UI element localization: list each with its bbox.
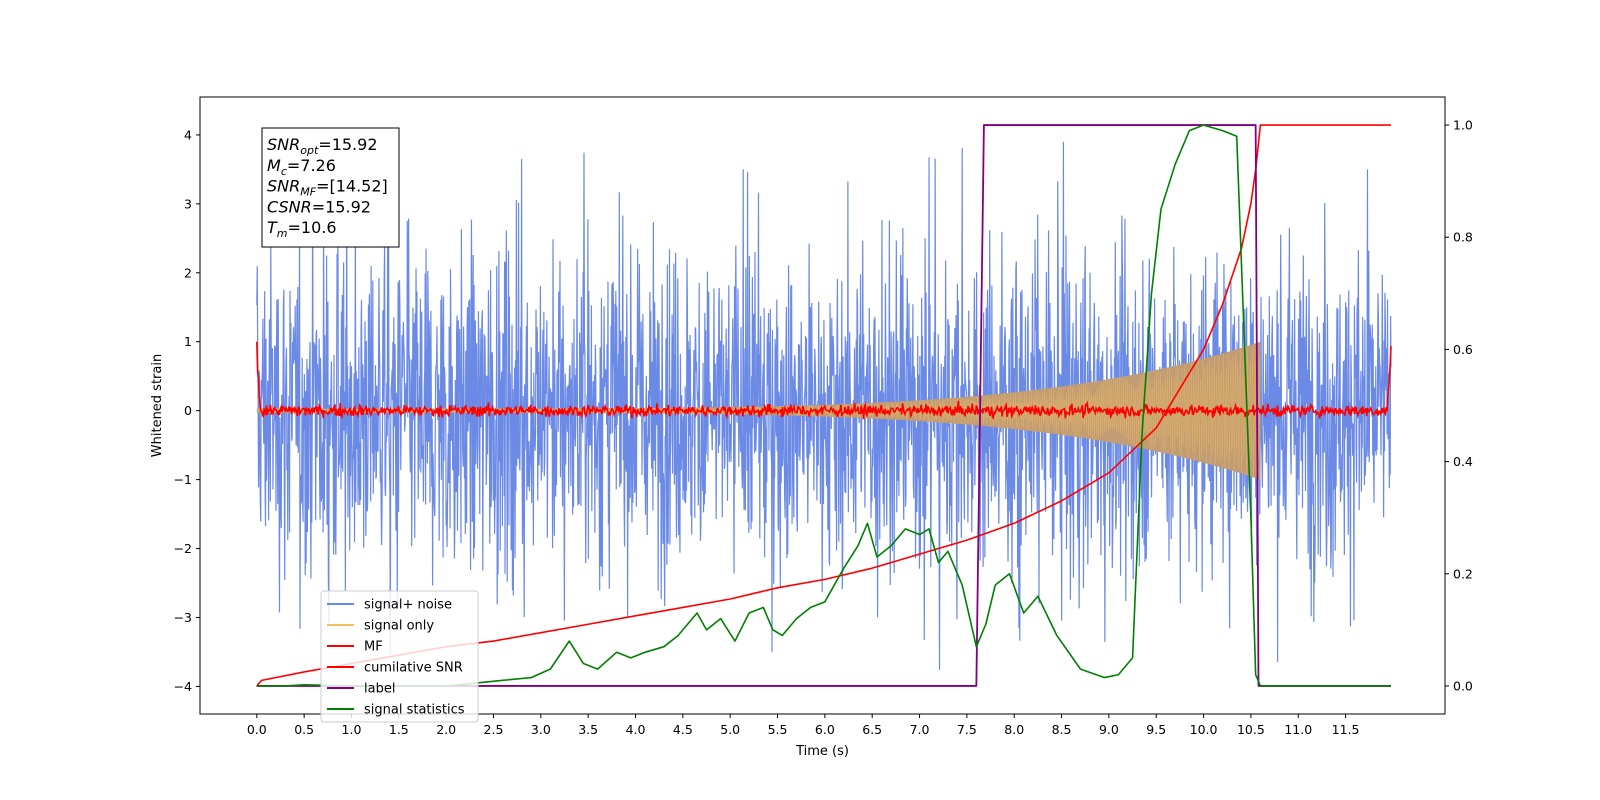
x-tick-label: 9.0	[1099, 722, 1119, 737]
x-tick-label: 0.5	[294, 722, 314, 737]
x-tick-label: 8.5	[1052, 722, 1072, 737]
annotation-symbol: M	[267, 156, 281, 175]
y-tick-label: −2	[174, 541, 192, 556]
y-tick-label: −4	[174, 679, 192, 694]
y-tick-label: 4	[184, 127, 192, 142]
x-tick-label: 11.5	[1332, 722, 1360, 737]
annotation-line: Tm=10.6	[267, 218, 337, 240]
x-tick-label: 5.0	[720, 722, 740, 737]
annotation-value: =15.92	[312, 197, 371, 216]
plot-area	[256, 124, 1392, 687]
annotation-line: SNRopt=15.92	[267, 135, 378, 157]
y2-tick-label: 0.8	[1453, 230, 1473, 245]
x-tick-label: 11.0	[1284, 722, 1312, 737]
x-tick-label: 8.0	[1004, 722, 1024, 737]
series-signal-statistics-line	[256, 124, 1392, 687]
legend-label: signal only	[364, 619, 434, 634]
annotation-subscript: c	[281, 165, 287, 178]
annotation-subscript: m	[277, 227, 288, 240]
legend-label: MF	[364, 640, 383, 655]
x-tick-label: 6.5	[862, 722, 882, 737]
x-tick-label: 2.5	[484, 722, 504, 737]
y2-tick-label: 0.6	[1453, 342, 1473, 357]
annotation-symbol: SNR	[267, 135, 300, 154]
series-signal-noise-line	[256, 141, 1392, 670]
legend-label: signal statistics	[364, 703, 465, 718]
y-tick-label: −3	[174, 610, 192, 625]
x-tick-label: 4.5	[673, 722, 693, 737]
y-tick-label: 3	[184, 196, 192, 211]
annotation-value: =[14.52]	[316, 177, 388, 196]
x-tick-label: 6.0	[815, 722, 835, 737]
annotation-line: CSNR=15.92	[267, 197, 371, 216]
y-tick-label: 2	[184, 265, 192, 280]
y-tick-label: 1	[184, 334, 192, 349]
y2-tick-label: 1.0	[1453, 118, 1473, 133]
x-tick-label: 7.5	[957, 722, 977, 737]
x-tick-label: 2.0	[436, 722, 456, 737]
annotation-line: SNRMF=[14.52]	[267, 177, 388, 199]
y-tick-label: 0	[184, 403, 192, 418]
annotation-frame	[261, 127, 400, 248]
series-mf-line	[256, 341, 1392, 420]
plot-frame	[199, 96, 1446, 715]
legend-label: cumilative SNR	[364, 661, 463, 676]
x-tick-label: 1.0	[342, 722, 362, 737]
y2-tick-label: 0.4	[1453, 454, 1473, 469]
annotation-subscript: MF	[300, 186, 316, 199]
x-axis-label: Time (s)	[795, 744, 849, 759]
legend-label: signal+ noise	[364, 598, 452, 613]
axes: 0.0 0.5 1.0 1.5 2.0 2.5 3.0 3.5 4.0 4.5 5.0 5.5 6.0 6…	[150, 96, 1473, 759]
annotation-symbol: CSNR	[267, 197, 312, 216]
x-tick-label: 3.0	[531, 722, 551, 737]
x-tick-label: 5.5	[768, 722, 788, 737]
y-tick-label: −1	[174, 472, 192, 487]
annotation-symbol: T	[267, 218, 278, 237]
annotation-symbol: SNR	[267, 177, 300, 196]
x-tick-label: 9.5	[1146, 722, 1166, 737]
x-tick-label: 10.0	[1190, 722, 1218, 737]
y2-tick-label: 0.0	[1453, 678, 1473, 693]
x-tick-label: 7.0	[910, 722, 930, 737]
y-axis-label: Whitened strain	[150, 354, 165, 457]
annotation-subscript: opt	[300, 144, 319, 157]
x-tick-label: 0.0	[247, 722, 267, 737]
annotation-value: =10.6	[288, 218, 337, 237]
annotation-box: SNRopt=15.92Mc=7.26SNRMF=[14.52]CSNR=15.…	[261, 127, 400, 248]
annotation-line: Mc=7.26	[267, 156, 336, 178]
legend-frame	[320, 590, 479, 723]
annotation-value: =7.26	[287, 156, 336, 175]
x-tick-label: 3.5	[578, 722, 598, 737]
legend-label: label	[364, 682, 395, 697]
x-tick-label: 10.5	[1237, 722, 1265, 737]
y2-tick-label: 0.2	[1453, 566, 1473, 581]
annotation-value: =15.92	[318, 135, 377, 154]
x-tick-label: 1.5	[389, 722, 409, 737]
legend: signal+ noise signal only MF cumilative SNR…	[320, 590, 479, 723]
x-tick-label: 4.0	[626, 722, 646, 737]
